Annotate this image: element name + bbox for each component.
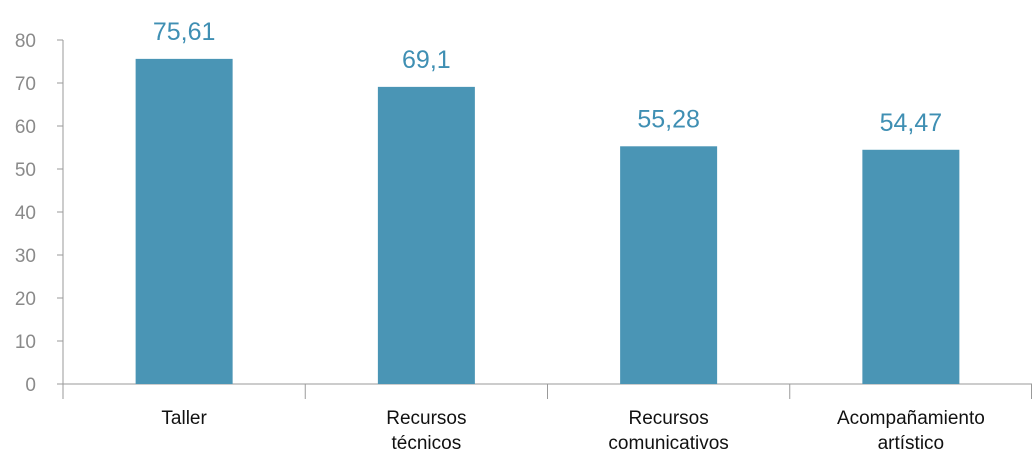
category-label-line: Recursos [386,408,466,429]
data-label: 75,61 [153,18,216,46]
category-label: Taller [161,408,207,429]
category-labels: Taller Recursos técnicos Recursos comunicati… [161,408,984,454]
y-tick-label: 30 [15,246,36,267]
category-label-line: Taller [161,408,207,429]
bar [135,58,233,384]
category-label: Acompañamiento artístico [837,408,985,454]
bar [620,146,718,384]
category-label-line: Recursos [629,408,709,429]
category-label-line: artístico [878,433,945,454]
y-axis: 0 10 20 30 40 50 60 70 80 [15,31,64,396]
x-axis [62,383,1032,399]
data-label: 69,1 [402,46,451,74]
y-tick-label: 40 [15,203,36,224]
y-tick-label: 70 [15,74,36,95]
category-label-line: comunicativos [608,433,728,454]
category-label-line: técnicos [392,433,462,454]
y-tick-label: 20 [15,289,36,310]
category-label: Recursos comunicativos [608,408,728,454]
category-label-line: Acompañamiento [837,408,985,429]
bars [135,58,960,385]
category-label: Recursos técnicos [386,408,466,454]
data-label: 54,47 [880,109,943,137]
y-tick-label: 10 [15,332,36,353]
y-tick-label: 60 [15,117,36,138]
y-tick-label: 50 [15,160,36,181]
y-tick-label: 80 [15,31,36,52]
bar [862,149,960,384]
data-labels: 75,61 69,1 55,28 54,47 [153,18,942,137]
y-tick-label: 0 [25,375,36,396]
data-label: 55,28 [637,105,700,133]
bar [377,86,475,385]
